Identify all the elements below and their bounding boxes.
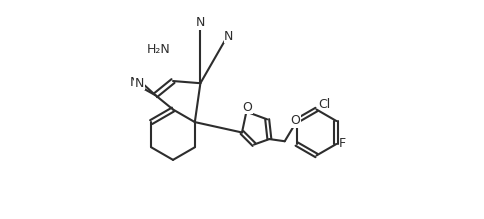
Text: N: N [224, 30, 234, 43]
Text: O: O [291, 114, 301, 127]
Text: F: F [339, 138, 346, 150]
Text: N: N [196, 16, 205, 30]
Text: O: O [242, 101, 253, 114]
Text: H₂N: H₂N [147, 43, 170, 56]
Text: Cl: Cl [318, 97, 331, 111]
Text: N: N [135, 77, 144, 90]
Text: N: N [130, 76, 139, 89]
